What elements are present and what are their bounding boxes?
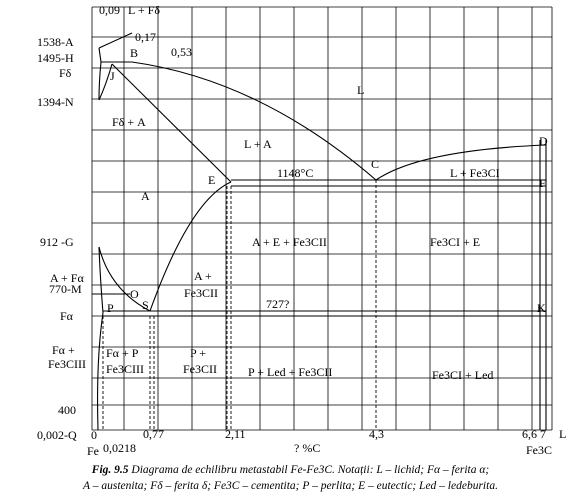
label-point-e: E bbox=[208, 173, 215, 187]
label-fe3ciii-left: Fe3CIII bbox=[48, 357, 86, 371]
label-falpha-p: Fα + P bbox=[106, 346, 139, 360]
grid bbox=[91, 6, 553, 431]
label-a-plus: A + bbox=[194, 269, 212, 283]
label-point-p: P bbox=[107, 301, 114, 315]
label-x-l: L bbox=[559, 427, 566, 441]
label-l: L bbox=[357, 83, 364, 97]
label-x-211: 2,11 bbox=[225, 427, 246, 441]
label-x-fe3c: Fe3C bbox=[526, 443, 552, 457]
label-770-m: 770-M bbox=[49, 282, 82, 296]
line-h-n bbox=[98, 61, 102, 101]
line-g-s bbox=[98, 246, 151, 312]
label-1538-a: 1538-A bbox=[37, 35, 74, 49]
label-fe3ci-led: Fe3CI + Led bbox=[432, 368, 493, 382]
label-x-00218: 0,0218 bbox=[103, 441, 136, 455]
label-p-led-fe3cii: P + Led + Fe3CII bbox=[248, 365, 332, 379]
line-a-b bbox=[98, 32, 133, 49]
label-fe3ci-e: Fe3CI + E bbox=[430, 235, 480, 249]
label-912-g: 912 -G bbox=[40, 235, 74, 249]
liquidus-cd bbox=[375, 144, 547, 181]
label-falpha-plus: Fα + bbox=[52, 343, 75, 357]
label-x-077: 0,77 bbox=[143, 427, 164, 441]
label-point-c: C bbox=[371, 157, 379, 171]
label-x-0: 0 bbox=[91, 428, 97, 442]
label-fdelta-a: Fδ + A bbox=[112, 115, 146, 129]
label-l-fdelta: L + Fδ bbox=[128, 3, 160, 17]
left-axis-labels: 1538-A 1495-H Fδ 1394-N 912 -G A + Fα 77… bbox=[37, 35, 86, 442]
label-point-o: O bbox=[130, 287, 139, 301]
label-727: 727? bbox=[266, 297, 289, 311]
label-x-667: 6,6 7 bbox=[522, 427, 546, 441]
line-j-n bbox=[98, 63, 113, 101]
label-fdelta: Fδ bbox=[59, 66, 72, 80]
phase-lines bbox=[92, 32, 547, 431]
label-1495-h: 1495-H bbox=[37, 51, 74, 65]
line-p-q bbox=[97, 312, 104, 431]
caption-line-1: Fig. 9.5 Diagrama de echilibru metastabi… bbox=[0, 462, 581, 478]
label-0002-q: 0,002-Q bbox=[37, 428, 77, 442]
bottom-axis-labels: 0 Fe 0,0218 0,77 2,11 ? %C 4,3 6,6 7 L F… bbox=[87, 427, 566, 458]
label-point-b: B bbox=[130, 46, 138, 60]
label-l-a: L + A bbox=[244, 137, 272, 151]
liquidus-bc bbox=[131, 61, 377, 181]
figure-caption: Fig. 9.5 Diagrama de echilibru metastabi… bbox=[0, 462, 581, 494]
label-053: 0,53 bbox=[171, 45, 192, 59]
label-point-s: S bbox=[142, 298, 149, 312]
label-fe3cii-p: Fe3CII bbox=[183, 362, 217, 376]
label-x-43: 4,3 bbox=[369, 427, 384, 441]
line-e-s bbox=[149, 181, 232, 312]
label-point-f: F bbox=[539, 176, 546, 190]
label-falpha: Fα bbox=[60, 309, 74, 323]
label-1394-n: 1394-N bbox=[37, 95, 74, 109]
dashed-guides bbox=[102, 180, 377, 430]
caption-line-2: A – austenita; Fδ – ferita δ; Fe3C – cem… bbox=[83, 480, 498, 492]
label-a: A bbox=[141, 189, 150, 203]
line-a-h bbox=[98, 47, 102, 63]
label-1148: 1148°C bbox=[277, 166, 313, 180]
line-j-e bbox=[111, 63, 232, 183]
label-p-plus: P + bbox=[190, 346, 206, 360]
caption-text-1: Diagrama de echilibru metastabil Fe-Fe3C… bbox=[131, 464, 490, 476]
label-a-falpha: A + Fα bbox=[50, 271, 84, 285]
fe-fe3c-phase-diagram: 1538-A 1495-H Fδ 1394-N 912 -G A + Fα 77… bbox=[37, 3, 566, 458]
label-point-k: K bbox=[537, 301, 546, 315]
label-fe3cii-a: Fe3CII bbox=[184, 286, 218, 300]
label-017: 0,17 bbox=[135, 30, 156, 44]
label-point-d: D bbox=[539, 134, 548, 148]
label-x-fe: Fe bbox=[87, 444, 99, 458]
label-x-percent-c: ? %C bbox=[294, 441, 320, 455]
label-point-j: J bbox=[110, 69, 115, 83]
label-009: 0,09 bbox=[99, 3, 120, 17]
label-l-fe3ci: L + Fe3CI bbox=[450, 166, 500, 180]
line-g-p bbox=[98, 246, 104, 314]
label-fe3ciii-p: Fe3CIII bbox=[106, 362, 144, 376]
label-a-e-fe3cii: A + E + Fe3CII bbox=[252, 235, 327, 249]
region-labels: 0,09 L + Fδ B 0,17 0,53 J Fδ + A L L + A… bbox=[99, 3, 548, 382]
label-400: 400 bbox=[58, 403, 76, 417]
caption-fig-label: Fig. 9.5 bbox=[91, 464, 129, 476]
